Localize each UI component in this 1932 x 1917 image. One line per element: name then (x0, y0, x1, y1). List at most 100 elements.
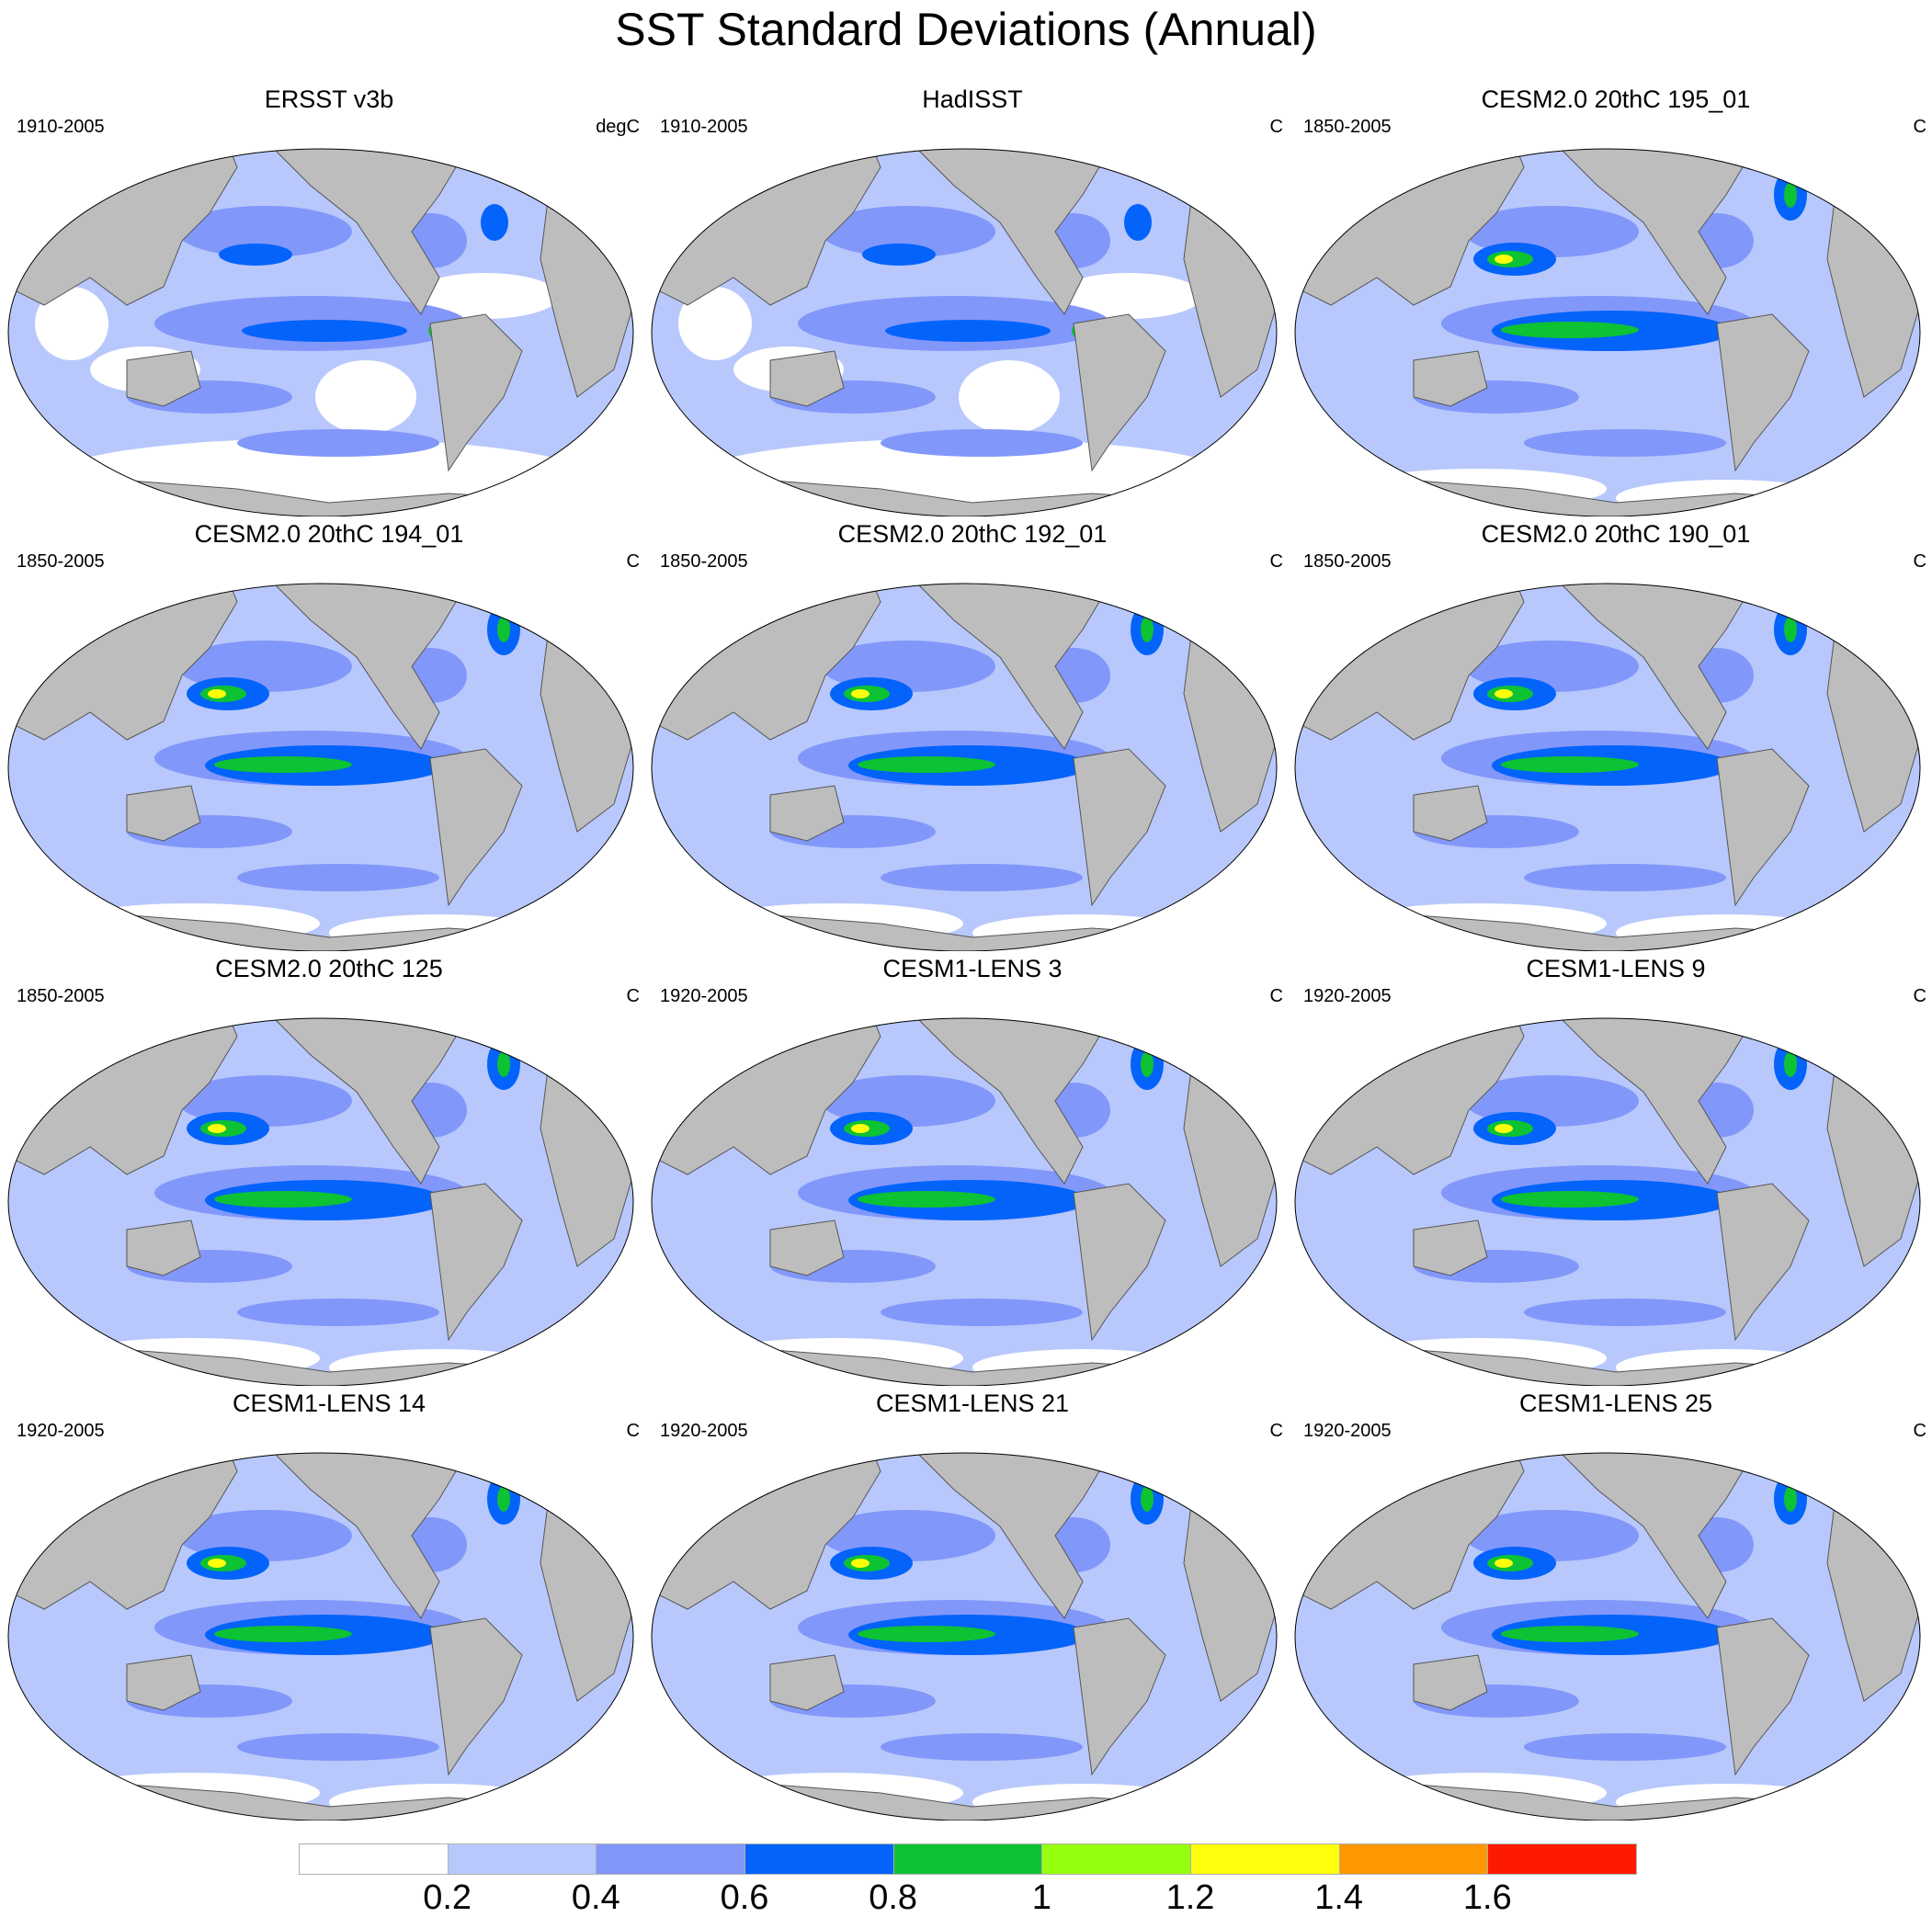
panel-title: CESM2.0 20thC 125 (215, 955, 443, 982)
enso-core (1501, 1191, 1639, 1208)
kuroshio-extension (219, 244, 292, 266)
map-panel: CESM1-LENS 25 1920-2005 C (1294, 1389, 1932, 1821)
gulf-stream-core (1141, 617, 1154, 642)
panel-units: C (1269, 117, 1283, 137)
panel-units: C (1913, 117, 1926, 137)
colorbar-label: 0.6 (720, 1878, 769, 1917)
world-map (651, 583, 1278, 951)
world-map (1294, 1452, 1921, 1821)
enso-core (1501, 1626, 1639, 1642)
panel-period: 1910-2005 (17, 117, 105, 137)
panel-title: CESM1-LENS 25 (1518, 1390, 1713, 1417)
gulf-stream (481, 204, 508, 241)
map-panel: CESM2.0 20thC 190_01 1850-2005 C (1294, 519, 1932, 951)
gulf-stream-core (1784, 1051, 1797, 1077)
kuroshio-peak (208, 689, 226, 698)
colorbar (299, 1843, 1637, 1875)
map-boundary (7, 1452, 634, 1821)
colorbar-label: 1.4 (1314, 1878, 1364, 1917)
kuroshio-peak (1494, 255, 1513, 264)
land-mass (1716, 1617, 1810, 1776)
kuroshio-peak (851, 1124, 869, 1133)
moderate-variability-region (881, 864, 1083, 891)
land-mass (264, 1453, 468, 1619)
gulf-stream-core (1784, 617, 1797, 642)
panel-period: 1910-2005 (660, 117, 748, 137)
kuroshio-peak (1494, 1124, 1513, 1133)
moderate-variability-region (237, 1733, 439, 1761)
map-boundary (7, 148, 634, 516)
land-mass (1551, 584, 1755, 750)
panel-title: HadISST (922, 85, 1023, 113)
gulf-stream-core (1784, 1486, 1797, 1512)
land-mass (907, 1018, 1111, 1185)
map-boundary (1294, 1452, 1921, 1821)
enso-core (1501, 756, 1639, 773)
kuroshio-peak (208, 1559, 226, 1568)
gulf-stream-core (1141, 1486, 1154, 1512)
colorbar-box (299, 1843, 449, 1875)
land-mass (264, 1018, 468, 1185)
map-panel: CESM2.0 20thC 125 1850-2005 C (7, 954, 651, 1386)
map-boundary (651, 1452, 1278, 1821)
map-panel: CESM2.0 20thC 194_01 1850-2005 C (7, 519, 651, 951)
panel-period: 1920-2005 (1303, 1421, 1392, 1441)
land-mass (264, 149, 468, 315)
map-boundary (1294, 1017, 1921, 1386)
panel-title: CESM1-LENS 14 (232, 1390, 426, 1417)
land-mass (1716, 313, 1810, 472)
kuroshio-extension (862, 244, 936, 266)
land-mass (126, 350, 201, 407)
land-mass (1413, 1654, 1488, 1711)
colorbar-box (892, 1843, 1043, 1875)
map-panel: CESM2.0 20thC 192_01 1850-2005 C (651, 519, 1294, 951)
moderate-variability-region (177, 206, 352, 257)
land-mass (769, 785, 845, 842)
colorbar-box (1190, 1843, 1340, 1875)
kuroshio-peak (851, 1559, 869, 1568)
panel-period: 1850-2005 (17, 986, 105, 1006)
land-mass (429, 313, 523, 472)
kuroshio-peak (1494, 1559, 1513, 1568)
panel-period: 1920-2005 (660, 986, 748, 1006)
moderate-variability-region (1524, 1299, 1726, 1326)
low-variability-region (959, 360, 1060, 434)
moderate-variability-region (237, 1299, 439, 1326)
land-mass (1413, 350, 1488, 407)
land-mass (1073, 313, 1166, 472)
panel-units: C (1913, 1421, 1926, 1441)
land-mass (1716, 748, 1810, 907)
gulf-stream-core (1141, 1051, 1154, 1077)
panel-period: 1850-2005 (1303, 117, 1392, 137)
kuroshio-peak (208, 1124, 226, 1133)
panel-period: 1850-2005 (1303, 551, 1392, 572)
map-panel: CESM1-LENS 21 1920-2005 C (651, 1389, 1294, 1821)
world-map (1294, 583, 1921, 951)
world-map (1294, 148, 1921, 516)
colorbar-label: 0.2 (423, 1878, 472, 1917)
map-boundary (1294, 148, 1921, 516)
colorbar-box (1041, 1843, 1191, 1875)
land-mass (126, 785, 201, 842)
panel-title: CESM2.0 20thC 192_01 (837, 520, 1108, 548)
panel-title: CESM1-LENS 21 (875, 1390, 1070, 1417)
panel-units: C (1913, 551, 1926, 572)
colorbar-box (744, 1843, 894, 1875)
land-mass (264, 584, 468, 750)
world-map (651, 1452, 1278, 1821)
enso-core (214, 1626, 352, 1642)
moderate-variability-region (881, 429, 1083, 457)
panel-units: C (1269, 1421, 1283, 1441)
panel-units: C (1913, 986, 1926, 1006)
land-mass (1073, 1617, 1166, 1776)
map-boundary (651, 1017, 1278, 1386)
land-mass (126, 1654, 201, 1711)
land-mass (1073, 1183, 1166, 1342)
land-mass (907, 1453, 1111, 1619)
low-variability-region (315, 360, 416, 434)
map-panel: CESM2.0 20thC 195_01 1850-2005 C (1294, 85, 1932, 516)
map-panel: CESM1-LENS 14 1920-2005 C (7, 1389, 651, 1821)
enso-core (1501, 322, 1639, 338)
panel-units: C (626, 551, 640, 572)
land-mass (1716, 1183, 1810, 1342)
